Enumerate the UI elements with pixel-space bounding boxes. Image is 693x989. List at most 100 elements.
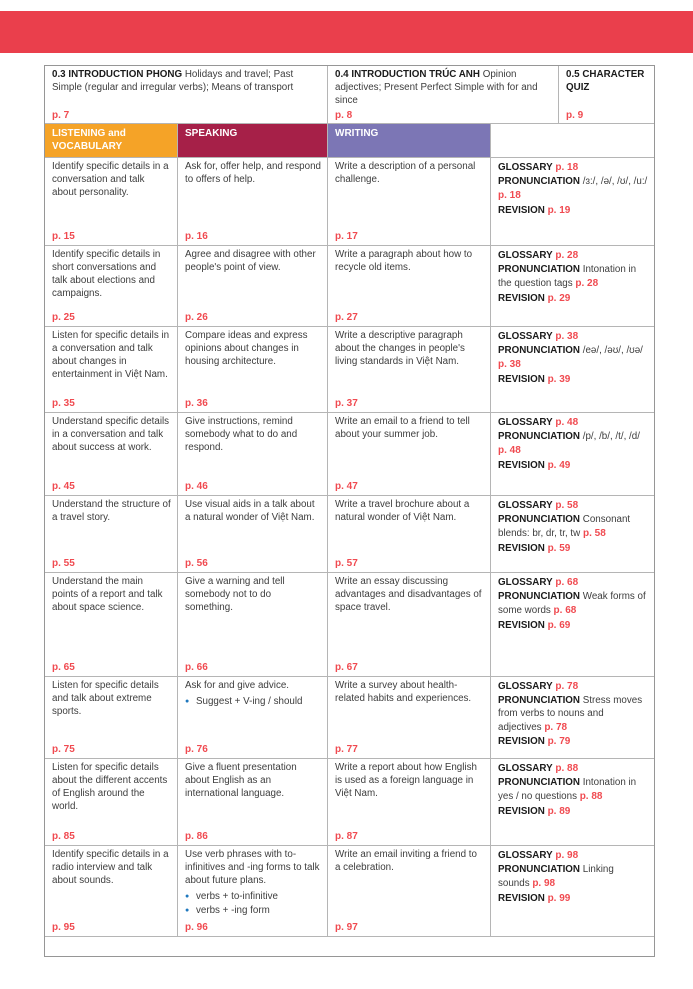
extras-cell: GLOSSARY p. 48 PRONUNCIATION /p/, /b/, /t… bbox=[491, 413, 654, 496]
extra-page-number: p. 28 bbox=[555, 249, 579, 261]
speaking-cell: Compare ideas and express opinions about… bbox=[178, 326, 328, 413]
extra-page-number: p. 88 bbox=[555, 762, 579, 774]
extra-page-number: p. 79 bbox=[547, 736, 571, 748]
extra-line: GLOSSARY p. 88 bbox=[498, 762, 648, 776]
writing-page-number: p. 37 bbox=[335, 397, 358, 409]
extra-label: GLOSSARY bbox=[498, 499, 553, 511]
listening-cell: Understand the structure of a travel sto… bbox=[45, 495, 178, 573]
speaking-body: Give a warning and tell somebody not to … bbox=[185, 576, 321, 615]
speaking-body: Use verb phrases with to-infinitives and… bbox=[185, 849, 321, 919]
unit-row: Listen for specific details and talk abo… bbox=[45, 676, 654, 759]
extra-label: PRONUNCIATION bbox=[498, 263, 581, 275]
intro-page-number: p. 8 bbox=[335, 109, 353, 121]
writing-page-number: p. 57 bbox=[335, 557, 358, 569]
listening-page-number: p. 65 bbox=[52, 661, 75, 673]
extra-line: REVISION p. 99 bbox=[498, 892, 648, 906]
intro-unit-desc: Opinion adjectives; Present Perfect Simp… bbox=[335, 69, 538, 106]
writing-cell: Write a descriptive paragraph about the … bbox=[328, 326, 491, 413]
listening-page-number: p. 95 bbox=[52, 921, 75, 933]
extras-cell: GLOSSARY p. 68 PRONUNCIATION Weak forms o… bbox=[491, 573, 654, 677]
writing-cell: Write a paragraph about how to recycle o… bbox=[328, 245, 491, 327]
listening-cell: Identify specific details in short conve… bbox=[45, 245, 178, 327]
speaking-body: Ask for, offer help, and respond to offe… bbox=[185, 161, 321, 187]
speaking-page-number: p. 46 bbox=[185, 480, 208, 492]
writing-cell: Write an essay discussing advantages and… bbox=[328, 572, 491, 677]
contents-table: 0.3 INTRODUCTION PHONG Holidays and trav… bbox=[44, 65, 655, 957]
extra-page-number: p. 78 bbox=[544, 721, 568, 733]
extra-page-number: p. 98 bbox=[555, 849, 579, 861]
listening-page-number: p. 45 bbox=[52, 480, 75, 492]
extra-page-number: p. 58 bbox=[555, 499, 579, 511]
extra-line: GLOSSARY p. 38 bbox=[498, 330, 648, 344]
extra-line: REVISION p. 29 bbox=[498, 292, 648, 306]
empty-row bbox=[45, 936, 654, 956]
speaking-page-number: p. 56 bbox=[185, 557, 208, 569]
speaking-page-number: p. 26 bbox=[185, 311, 208, 323]
extra-label: PRONUNCIATION bbox=[498, 513, 581, 525]
column-header-blank bbox=[491, 123, 654, 158]
extra-line: GLOSSARY p. 48 bbox=[498, 416, 648, 430]
extra-line: GLOSSARY p. 78 bbox=[498, 680, 648, 694]
listening-cell: Listen for specific details and talk abo… bbox=[45, 676, 178, 759]
intro-cell-text: 0.4 INTRODUCTION TRÚC ANH Opinion adject… bbox=[335, 69, 552, 108]
column-header-writing: WRITING bbox=[328, 123, 491, 158]
intro-unit-title: 0.4 INTRODUCTION TRÚC ANH bbox=[335, 69, 480, 80]
extra-label: REVISION bbox=[498, 459, 545, 471]
writing-text: Write a report about how English is used… bbox=[335, 761, 477, 799]
speaking-body: Use visual aids in a talk about a natura… bbox=[185, 499, 321, 525]
extra-text: Intonation in the question tags bbox=[498, 263, 637, 289]
speaking-page-number: p. 76 bbox=[185, 743, 208, 755]
extra-label: PRONUNCIATION bbox=[498, 863, 581, 875]
listening-cell: Understand the main points of a report a… bbox=[45, 572, 178, 677]
extra-label: GLOSSARY bbox=[498, 330, 553, 342]
listening-cell: Identify specific details in a conversat… bbox=[45, 157, 178, 246]
top-banner bbox=[0, 11, 693, 53]
speaking-cell: Use verb phrases with to-infinitives and… bbox=[178, 845, 328, 937]
unit-row: Identify specific details in a radio int… bbox=[45, 845, 654, 937]
extra-label: PRONUNCIATION bbox=[498, 776, 581, 788]
speaking-bullets: verbs + to-infinitiveverbs + -ing form bbox=[185, 891, 321, 919]
extra-text: Consonant blends: br, dr, tr, tw bbox=[498, 513, 631, 539]
listening-page-number: p. 55 bbox=[52, 557, 75, 569]
speaking-text: Compare ideas and express opinions about… bbox=[185, 329, 308, 367]
speaking-body: Ask for and give advice. Suggest + V-ing… bbox=[185, 680, 321, 709]
unit-row: Understand specific details in a convers… bbox=[45, 412, 654, 496]
extra-line: PRONUNCIATION Stress moves from verbs to… bbox=[498, 695, 648, 735]
speaking-text: Use verb phrases with to-infinitives and… bbox=[185, 848, 320, 886]
writing-cell: Write a report about how English is used… bbox=[328, 758, 491, 846]
writing-page-number: p. 27 bbox=[335, 311, 358, 323]
bullet-item: verbs + to-infinitive bbox=[185, 891, 321, 904]
extra-label: PRONUNCIATION bbox=[498, 590, 581, 602]
speaking-page-number: p. 96 bbox=[185, 921, 208, 933]
speaking-page-number: p. 36 bbox=[185, 397, 208, 409]
extra-line: REVISION p. 79 bbox=[498, 735, 648, 749]
speaking-cell: Give a fluent presentation about English… bbox=[178, 758, 328, 846]
extra-page-number: p. 29 bbox=[547, 292, 571, 304]
extra-label: GLOSSARY bbox=[498, 576, 553, 588]
extra-page-number: p. 48 bbox=[555, 416, 579, 428]
extras-cell: GLOSSARY p. 88 PRONUNCIATION Intonation i… bbox=[491, 759, 654, 846]
extra-line: REVISION p. 89 bbox=[498, 805, 648, 819]
listening-page-number: p. 15 bbox=[52, 230, 75, 242]
extra-page-number: p. 19 bbox=[547, 204, 571, 216]
speaking-page-number: p. 86 bbox=[185, 830, 208, 842]
extra-page-number: p. 49 bbox=[547, 459, 571, 471]
speaking-body: Compare ideas and express opinions about… bbox=[185, 330, 321, 369]
extra-label: REVISION bbox=[498, 892, 545, 904]
extra-line: PRONUNCIATION Linking sounds p. 98 bbox=[498, 864, 648, 891]
extra-line: PRONUNCIATION /p/, /b/, /t/, /d/ p. 48 bbox=[498, 431, 648, 458]
writing-page-number: p. 47 bbox=[335, 480, 358, 492]
writing-cell: Write an email inviting a friend to a ce… bbox=[328, 845, 491, 937]
bullet-item: verbs + -ing form bbox=[185, 905, 321, 918]
writing-text: Write a paragraph about how to recycle o… bbox=[335, 248, 473, 273]
extra-label: GLOSSARY bbox=[498, 249, 553, 261]
extra-label: GLOSSARY bbox=[498, 416, 553, 428]
extra-label: GLOSSARY bbox=[498, 680, 553, 692]
extra-line: GLOSSARY p. 98 bbox=[498, 849, 648, 863]
extra-line: GLOSSARY p. 28 bbox=[498, 249, 648, 263]
speaking-text: Give instructions, remind somebody what … bbox=[185, 415, 298, 453]
writing-cell: Write a travel brochure about a natural … bbox=[328, 495, 491, 573]
extra-label: REVISION bbox=[498, 373, 545, 385]
writing-text: Write a survey about health-related habi… bbox=[335, 679, 472, 704]
extra-text: Linking sounds bbox=[498, 863, 614, 889]
